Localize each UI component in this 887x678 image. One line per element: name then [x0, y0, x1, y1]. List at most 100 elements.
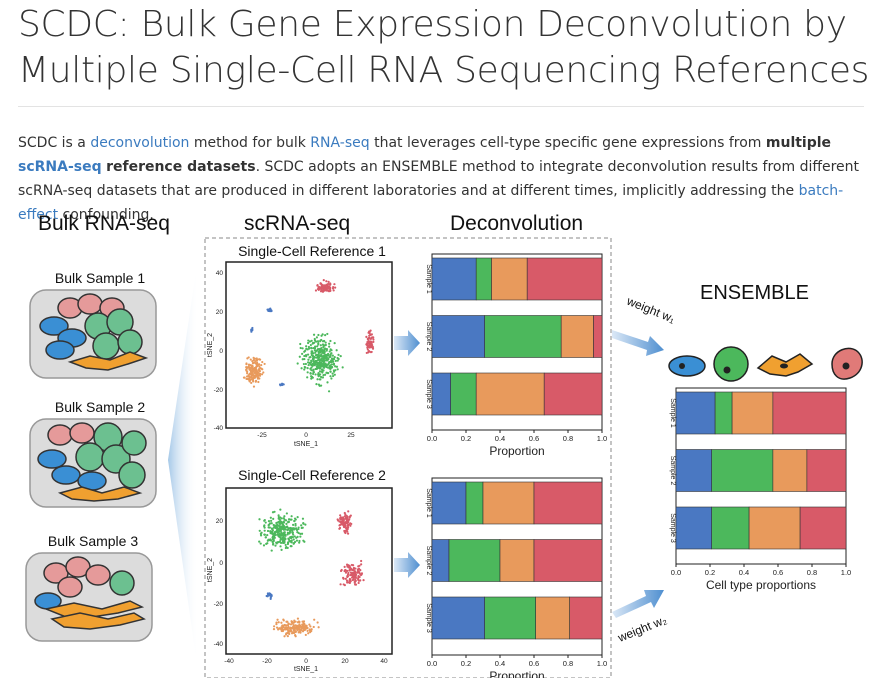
scatter-point	[315, 367, 318, 371]
x-tick-label: 0.6	[773, 568, 783, 577]
scatter-point	[292, 533, 295, 536]
scatter-point	[356, 571, 359, 574]
category-label: Sample 3	[425, 379, 432, 409]
scatter-point	[333, 283, 336, 286]
category-label: Sample 3	[669, 513, 676, 543]
scatter-point	[317, 626, 320, 629]
scatter-point	[252, 358, 255, 362]
scatter-point	[369, 351, 373, 354]
scatter-point	[321, 354, 324, 358]
y-tick-label: 40	[216, 270, 224, 277]
x-tick-label: 0.0	[427, 434, 437, 443]
scatter-point	[310, 377, 313, 380]
x-tick-label: 0.0	[427, 659, 437, 668]
scatter-point	[294, 634, 297, 637]
scatter-point	[301, 620, 304, 623]
scatter-point	[351, 571, 354, 574]
scatter-point	[269, 309, 272, 312]
scatter-point	[262, 544, 266, 547]
scatter-point	[317, 333, 320, 337]
scatter-point	[308, 628, 311, 631]
scatter-point	[287, 520, 290, 524]
scatter-point	[354, 570, 357, 573]
bar-segment	[569, 596, 603, 640]
scatter-point	[311, 351, 314, 354]
scatter-point	[333, 373, 336, 376]
scatter-point	[326, 366, 329, 369]
scatter-point	[274, 544, 277, 547]
scatter-point	[258, 540, 261, 543]
scatter-point	[303, 365, 306, 369]
scatter-point	[269, 532, 272, 535]
scatter-point	[318, 365, 322, 368]
scatter-point	[267, 524, 270, 527]
scatter-point	[262, 371, 265, 374]
scatter-point	[280, 621, 283, 624]
scatter-point	[309, 363, 313, 366]
scatter-point	[366, 342, 370, 345]
scatter-point	[303, 354, 306, 358]
scatter-point	[266, 542, 269, 545]
scatter-point	[281, 383, 285, 386]
scatter-point	[255, 357, 258, 360]
scatter-point	[293, 519, 296, 523]
scatter-point	[253, 374, 256, 377]
scatter-point	[316, 340, 320, 343]
bar-segment	[535, 596, 571, 640]
scatter-point	[275, 622, 278, 626]
x-tick-label: -20	[262, 658, 272, 665]
scatter-point	[331, 372, 334, 375]
scatter-point	[290, 515, 293, 518]
scatter-point	[272, 537, 275, 541]
scatter-point	[307, 363, 310, 367]
scatter-point	[347, 510, 350, 513]
scatter-point	[282, 520, 285, 523]
bar-segment	[675, 449, 713, 492]
scatter-point	[281, 628, 284, 631]
deconvolution-chart-2: Sample 1 Sample 2 Sample 3 0.0 0.2 0.4 0.6 0.8 1…	[425, 477, 607, 678]
scatter-point	[258, 369, 261, 372]
scatter-point	[285, 512, 288, 515]
scatter-point	[252, 356, 255, 360]
scatter-point	[341, 523, 344, 526]
intro-text: . SCDC adopts an ENSEMBLE method to inte…	[18, 159, 860, 199]
scatter-point	[280, 527, 283, 530]
scatter-point	[277, 517, 280, 520]
scatter-point	[360, 563, 363, 566]
scatter-point	[318, 384, 321, 387]
scatter-point	[260, 531, 263, 534]
scatter-point	[338, 524, 341, 527]
link-rna-seq[interactable]: RNA-seq	[310, 135, 370, 151]
scatter-point	[283, 624, 286, 627]
link-batch-effect[interactable]: batch-effect	[18, 183, 844, 223]
scatter-point	[290, 539, 293, 542]
scatter-point	[346, 573, 350, 576]
scatter-point	[304, 523, 307, 526]
bar-segment	[482, 481, 535, 525]
scatter-point	[253, 371, 257, 374]
scatter-point	[300, 524, 303, 527]
scatter-point	[312, 372, 315, 376]
scatter-point	[320, 362, 324, 365]
y-tick-labels: 40 20 0 -20 -40	[214, 270, 224, 432]
bar-segment	[711, 506, 750, 550]
scatter-point	[277, 531, 280, 534]
intro-paragraph: SCDC is a deconvolution method for bulk …	[18, 131, 870, 227]
scatter-point	[346, 524, 350, 527]
scatter-point	[318, 367, 322, 370]
scatter-point	[365, 343, 368, 346]
scatter-point	[283, 515, 286, 518]
scatter-point	[270, 522, 273, 525]
link-deconvolution[interactable]: deconvolution	[90, 135, 190, 151]
title-divider	[18, 106, 864, 107]
scatter-point	[342, 577, 345, 580]
scatter-point	[342, 519, 345, 522]
scatter-point	[290, 518, 293, 521]
scatter-point	[256, 377, 260, 380]
scatter-point	[298, 541, 301, 544]
scatter-point	[334, 369, 337, 372]
x-tick-label: 25	[347, 432, 355, 439]
scatter-point	[338, 526, 342, 530]
scatter-point	[330, 357, 334, 360]
scatter-point	[282, 524, 285, 527]
